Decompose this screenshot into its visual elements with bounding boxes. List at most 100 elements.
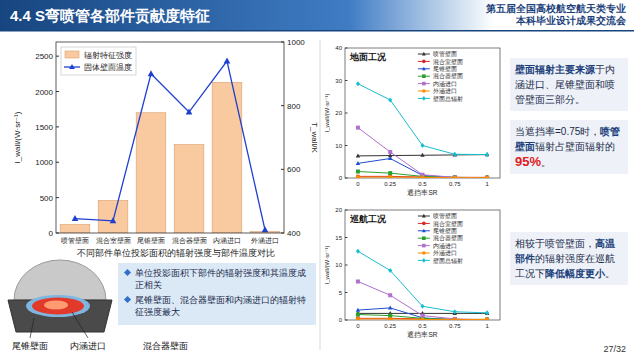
axis-title: T_wall/K	[310, 122, 319, 153]
tick	[345, 178, 348, 179]
tick-label: 20	[335, 110, 342, 116]
marker	[453, 152, 457, 157]
event-name: 本科毕业设计成果交流会	[515, 15, 627, 26]
dome	[14, 260, 106, 300]
marker	[485, 317, 489, 320]
line-chart: 00.250.50.75105101520遮挡率SRI_wall/(W·sr⁻¹…	[324, 207, 500, 338]
category-label: 混合器壁面	[172, 237, 207, 244]
marker	[110, 217, 117, 223]
slide: 4.4 S弯喷管各部件贡献度特征第五届全国高校航空航天类专业本科毕业设计成果交流…	[0, 0, 634, 357]
axis-title: I_wall/(W·sr⁻¹)	[324, 94, 330, 133]
inlet-ring	[26, 295, 90, 317]
tick-label: 0.25	[384, 181, 396, 187]
tick-label: 0	[49, 229, 54, 238]
note-text: 相较于喷管壁面，	[515, 238, 595, 249]
tick	[345, 237, 348, 238]
marker	[356, 308, 360, 312]
marker	[422, 222, 426, 226]
legend-label: 混合器壁面	[433, 234, 463, 241]
note-text: 。	[605, 268, 615, 279]
marker	[388, 156, 392, 160]
marker	[356, 170, 360, 174]
tick-label: 400	[287, 229, 301, 238]
tick	[345, 145, 348, 146]
marker	[388, 268, 392, 273]
plot-frame	[345, 210, 500, 320]
marker	[485, 152, 489, 157]
tick-label: 500	[40, 194, 54, 203]
tick-label: 2500	[35, 52, 53, 61]
tick-label: 0	[339, 175, 343, 181]
tick-label: 800	[287, 102, 301, 111]
bullet-text: 单位投影面积下部件的辐射强度和其温度成正相关	[135, 268, 306, 290]
tick-label: 0.75	[449, 323, 461, 329]
tick-label: 5	[339, 290, 343, 296]
tick	[56, 162, 59, 163]
marker	[356, 174, 360, 178]
bullet-box: 单位投影面积下部件的辐射强度和其温度成正相关尾锥壁面、混合器壁面和内涵进口的辐射…	[118, 263, 316, 325]
marker	[453, 153, 457, 157]
legend-label: 混合器壁面	[433, 72, 463, 79]
bar	[136, 113, 166, 233]
marker	[485, 176, 489, 178]
tick-label: 0.25	[384, 323, 396, 329]
category-label: 尾锥壁面	[137, 237, 165, 244]
tick-label: 10	[335, 262, 342, 268]
legend-label: 辐射特征强度	[84, 51, 132, 60]
tick-label: 1500	[35, 123, 53, 132]
axis-title: 遮挡率SR	[407, 331, 437, 338]
legend-label: 混合室壁面	[433, 58, 463, 65]
slide-title: 4.4 S弯喷管各部件贡献度特征	[10, 7, 210, 25]
tick-label: 40	[335, 45, 342, 51]
legend-swatch	[65, 51, 79, 58]
line-chart: 00.250.50.751010203040遮挡率SRI_wall/(W·sr⁻…	[324, 45, 500, 196]
tick-label: 0	[356, 323, 360, 329]
marker	[356, 313, 360, 317]
tick	[345, 265, 348, 266]
tick-label: 2000	[35, 88, 53, 97]
legend-label: 喷管壁面	[433, 50, 457, 57]
note-box: 当遮挡率=0.75时，喷管壁面辐射占壁面辐射的95%。	[510, 120, 628, 174]
marker	[388, 293, 392, 297]
legend-label: 混合室壁面	[433, 220, 463, 227]
axis-title: I_wall/(W·sr⁻¹)	[324, 246, 330, 285]
tick	[345, 113, 348, 114]
marker	[422, 82, 426, 86]
tick	[345, 210, 348, 211]
part-label: 尾锥壁面	[12, 341, 48, 351]
marker	[388, 306, 392, 310]
tick	[345, 320, 348, 321]
legend-label: 壁面总辐射	[433, 257, 463, 264]
tick-label: 600	[287, 165, 301, 174]
line	[358, 128, 487, 178]
tick	[56, 56, 59, 57]
note-text: 壁面辐射主要来源	[515, 64, 595, 75]
marker	[422, 244, 426, 248]
marker	[421, 304, 425, 309]
marker	[485, 176, 489, 178]
note-box: 壁面辐射主要来源于内涵进口、尾锥壁面和喷管壁面三部分。	[510, 58, 628, 111]
tick	[345, 292, 348, 293]
bar	[60, 225, 90, 233]
bullet-text: 尾锥壁面、混合器壁面和内涵进口的辐射特征强度最大	[135, 295, 306, 317]
marker	[485, 175, 489, 178]
legend: 喷管壁面混合室壁面尾锥壁面混合器壁面内涵进口外涵进口壁面总辐射	[418, 212, 463, 263]
bullet: 单位投影面积下部件的辐射强度和其温度成正相关	[124, 267, 310, 291]
marker	[485, 318, 489, 320]
line	[358, 282, 487, 321]
marker	[453, 317, 457, 320]
marker	[422, 67, 426, 71]
tick	[56, 197, 59, 198]
legend-label: 尾锥壁面	[433, 65, 457, 72]
marker	[356, 161, 360, 165]
marker	[422, 96, 426, 101]
leader-line	[30, 318, 34, 338]
marker	[388, 175, 392, 178]
marker	[388, 317, 392, 320]
marker	[356, 249, 360, 254]
page-number: 27/32	[603, 344, 626, 354]
chart-title: 地面工况	[349, 52, 387, 62]
marker	[356, 81, 360, 86]
tick	[345, 48, 348, 49]
marker	[420, 153, 424, 157]
